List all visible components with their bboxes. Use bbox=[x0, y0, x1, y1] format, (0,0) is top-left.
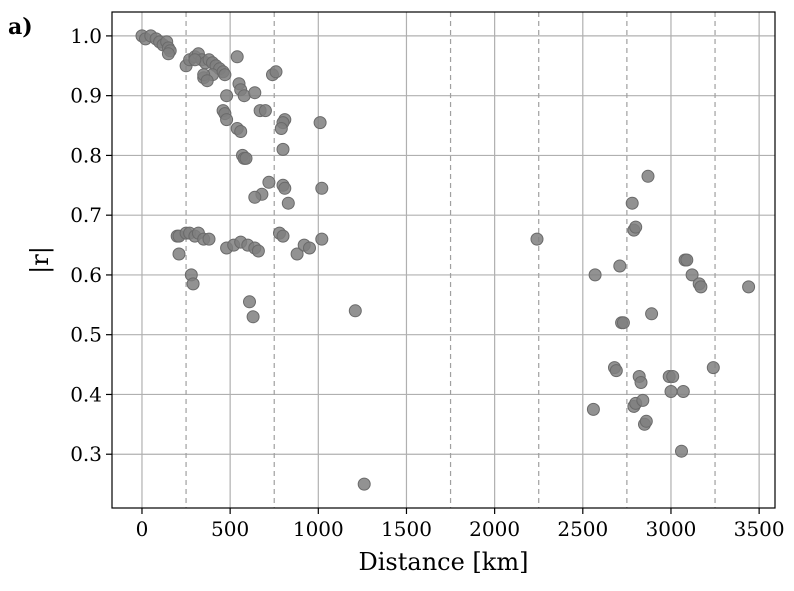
y-tick-label: 1.0 bbox=[70, 24, 102, 48]
grid-layer bbox=[112, 12, 775, 508]
data-point bbox=[588, 268, 602, 282]
data-point bbox=[639, 414, 653, 428]
data-point bbox=[276, 229, 290, 243]
y-tick-label: 0.4 bbox=[70, 382, 102, 406]
data-point bbox=[281, 196, 295, 210]
data-point bbox=[243, 295, 256, 309]
data-point bbox=[278, 181, 292, 195]
data-point bbox=[262, 175, 276, 189]
y-tick-label: 0.9 bbox=[70, 84, 102, 108]
data-point bbox=[586, 402, 600, 416]
labels-layer: a) Distance [km] |r| bbox=[8, 14, 528, 576]
data-point bbox=[613, 259, 627, 273]
data-point bbox=[664, 385, 678, 398]
data-point bbox=[313, 116, 327, 130]
data-point bbox=[234, 125, 248, 138]
data-point bbox=[315, 181, 329, 195]
data-point bbox=[706, 361, 720, 375]
panel-label: a) bbox=[8, 14, 33, 40]
data-point bbox=[357, 477, 371, 491]
data-point bbox=[685, 268, 699, 282]
data-point bbox=[274, 122, 288, 135]
data-point bbox=[666, 370, 680, 383]
data-point bbox=[248, 190, 262, 204]
data-point bbox=[220, 113, 234, 127]
data-point bbox=[218, 68, 232, 82]
x-axis-label: Distance [km] bbox=[359, 548, 529, 576]
data-point bbox=[239, 151, 253, 165]
data-point bbox=[172, 247, 186, 261]
data-point bbox=[246, 310, 260, 324]
data-points bbox=[135, 29, 756, 491]
data-point bbox=[629, 220, 643, 234]
data-point bbox=[616, 316, 630, 330]
x-tick-label: 0 bbox=[136, 517, 149, 541]
data-point bbox=[641, 169, 655, 183]
y-tick-label: 0.8 bbox=[70, 143, 102, 167]
data-point bbox=[220, 89, 234, 103]
plot-frame bbox=[111, 11, 776, 509]
x-tick-label: 3500 bbox=[734, 517, 785, 541]
y-axis-label: |r| bbox=[26, 246, 55, 274]
data-point bbox=[276, 142, 290, 156]
vertical-dashed-lines bbox=[185, 12, 716, 508]
data-point bbox=[625, 196, 639, 210]
data-point bbox=[200, 74, 214, 88]
data-point bbox=[636, 393, 650, 407]
data-point bbox=[694, 280, 708, 294]
x-tick-label: 1500 bbox=[381, 517, 432, 541]
data-point bbox=[675, 444, 688, 458]
data-point bbox=[645, 307, 659, 321]
data-point bbox=[609, 364, 623, 378]
x-tick-label: 2000 bbox=[469, 517, 520, 541]
data-point bbox=[290, 247, 304, 261]
x-tick-label: 1000 bbox=[293, 517, 344, 541]
data-point bbox=[186, 277, 200, 291]
data-point bbox=[251, 244, 265, 258]
data-point bbox=[680, 253, 694, 267]
x-tick-label: 500 bbox=[211, 517, 249, 541]
tick-layer: 0 500 1000 1500 2000 2500 3000 3500 0.3 0.4 0.5 0.6… bbox=[70, 24, 784, 541]
data-point bbox=[237, 89, 251, 103]
data-point bbox=[676, 385, 690, 398]
data-point bbox=[634, 376, 648, 389]
data-point bbox=[202, 232, 216, 246]
y-tick-label: 0.6 bbox=[70, 263, 102, 287]
y-tick-label: 0.3 bbox=[70, 442, 102, 466]
x-tick-label: 3000 bbox=[646, 517, 697, 541]
data-point bbox=[258, 104, 272, 118]
data-point bbox=[530, 232, 544, 246]
y-tick-label: 0.7 bbox=[70, 203, 102, 227]
data-point bbox=[269, 65, 283, 79]
data-point bbox=[315, 232, 329, 246]
data-point bbox=[161, 47, 175, 61]
data-point bbox=[303, 241, 316, 255]
data-point bbox=[742, 280, 756, 294]
data-point bbox=[230, 50, 244, 64]
y-tick-label: 0.5 bbox=[70, 323, 102, 347]
data-point bbox=[248, 86, 262, 100]
x-tick-label: 2500 bbox=[557, 517, 608, 541]
data-point bbox=[348, 304, 362, 318]
data-point bbox=[188, 53, 202, 67]
